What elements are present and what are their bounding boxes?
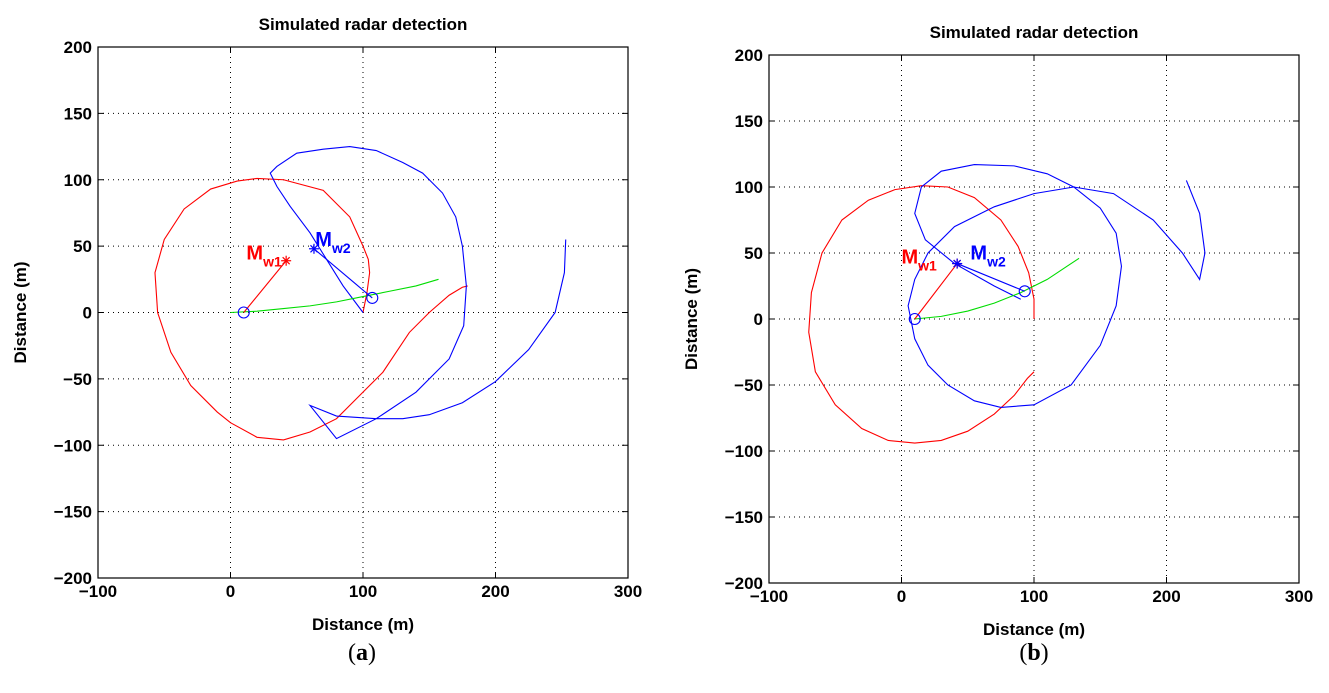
- y-tick-label: −150: [725, 508, 763, 527]
- y-tick-label: 200: [64, 38, 92, 57]
- x-tick-label: −100: [79, 582, 117, 601]
- y-tick-label: 150: [64, 104, 92, 123]
- caption-paren-close: ): [1041, 640, 1049, 666]
- annotation-label: Mw2: [970, 243, 1006, 270]
- x-tick-label: 100: [349, 582, 377, 601]
- asterisk-stroke: [953, 259, 962, 268]
- circle-marker: [1018, 285, 1031, 298]
- y-axis-label: Distance (m): [11, 261, 30, 363]
- y-tick-label: 200: [735, 46, 763, 65]
- annotation-label: Mw1: [902, 247, 938, 274]
- x-tick-label: 0: [897, 587, 906, 606]
- annotation-label: Mw1: [246, 242, 282, 269]
- panel-caption: (a): [348, 640, 376, 666]
- connector-line: [243, 260, 287, 313]
- y-tick-label: −200: [54, 569, 92, 588]
- x-tick-label: 300: [614, 582, 642, 601]
- x-axis-label: Distance (m): [312, 615, 414, 634]
- asterisk-marker: [281, 255, 292, 266]
- asterisk-marker: [308, 243, 319, 254]
- series-line-1: [154, 177, 468, 441]
- annotation-subscript: w2: [331, 240, 351, 256]
- series-line-3: [914, 257, 1080, 320]
- panel-caption: (b): [1019, 640, 1048, 666]
- x-axis-label: Distance (m): [983, 620, 1085, 639]
- asterisk-stroke: [282, 256, 291, 265]
- y-tick-label: 100: [64, 171, 92, 190]
- y-tick-label: −50: [734, 376, 763, 395]
- series-line-3: [230, 278, 439, 314]
- circle-marker: [237, 306, 250, 319]
- x-tick-label: 100: [1020, 587, 1048, 606]
- chart-title: Simulated radar detection: [259, 15, 468, 34]
- x-tick-label: 0: [226, 582, 235, 601]
- chart-panel-1: −100 0 100 200 300 200 150 100 50 0 −50 −100 −150 −20…: [11, 15, 642, 666]
- caption-letter: a: [356, 640, 368, 666]
- y-tick-label: 50: [73, 237, 92, 256]
- y-tick-label: −150: [54, 503, 92, 522]
- y-tick-label: −100: [54, 436, 92, 455]
- caption-paren-open: (: [348, 640, 356, 666]
- annotation-subscript: w1: [262, 253, 282, 269]
- y-tick-label: −200: [725, 574, 763, 593]
- x-tick-label: 200: [481, 582, 509, 601]
- asterisk-stroke: [310, 244, 318, 253]
- series-line-1: [808, 185, 1035, 444]
- circle-marker: [366, 291, 379, 304]
- y-tick-label: −50: [63, 370, 92, 389]
- connector-line: [956, 263, 1025, 292]
- chart-title: Simulated radar detection: [930, 23, 1139, 42]
- caption-letter: b: [1027, 640, 1040, 666]
- y-tick-label: 100: [735, 178, 763, 197]
- annotation-label: Mw2: [315, 229, 351, 256]
- asterisk-marker: [952, 258, 963, 269]
- circle-marker: [908, 312, 921, 326]
- caption-paren-close: ): [368, 640, 376, 666]
- x-tick-label: −100: [750, 587, 788, 606]
- series-line-2: [269, 146, 567, 440]
- y-tick-label: 0: [754, 310, 763, 329]
- caption-paren-open: (: [1019, 640, 1027, 666]
- chart-panel-2: −100 0 100 200 300 200 150 100 50 0 −50 −100 −150 −20…: [682, 23, 1313, 666]
- x-tick-label: 300: [1285, 587, 1313, 606]
- y-axis-label: Distance (m): [682, 268, 701, 370]
- connector-line: [313, 248, 373, 299]
- series-line-2: [907, 164, 1206, 408]
- annotation-subscript: w1: [917, 258, 937, 274]
- annotation-subscript: w2: [986, 254, 1006, 270]
- connector-line: [914, 263, 958, 320]
- y-tick-label: −100: [725, 442, 763, 461]
- x-tick-label: 200: [1152, 587, 1180, 606]
- y-tick-label: 50: [744, 244, 763, 263]
- y-tick-label: 0: [83, 304, 92, 323]
- y-tick-label: 150: [735, 112, 763, 131]
